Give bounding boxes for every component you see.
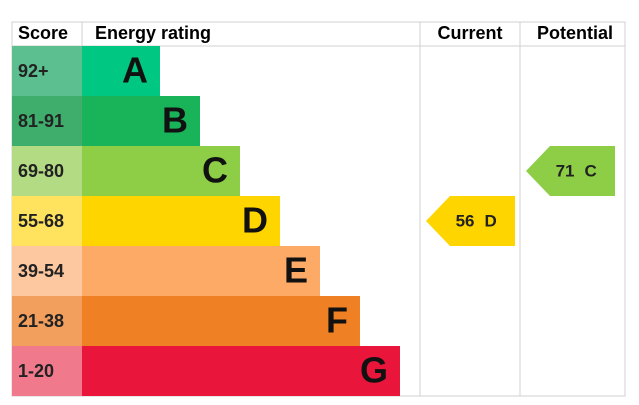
rating-bar bbox=[82, 346, 400, 396]
score-cell bbox=[12, 46, 82, 96]
rating-letter: D bbox=[242, 200, 268, 241]
score-label: 69-80 bbox=[18, 161, 64, 181]
rating-bar bbox=[82, 146, 240, 196]
potential-arrow bbox=[526, 146, 615, 196]
current-value: 56 bbox=[456, 211, 475, 230]
score-cell bbox=[12, 346, 82, 396]
score-label: 81-91 bbox=[18, 111, 64, 131]
score-cell bbox=[12, 246, 82, 296]
header-potential: Potential bbox=[537, 23, 613, 43]
rating-letter: E bbox=[284, 250, 308, 291]
rating-letter: G bbox=[360, 350, 388, 391]
rating-bar bbox=[82, 196, 280, 246]
header-current: Current bbox=[437, 23, 502, 43]
score-label: 92+ bbox=[18, 61, 49, 81]
score-label: 1-20 bbox=[18, 361, 54, 381]
score-label: 55-68 bbox=[18, 211, 64, 231]
rating-bar bbox=[82, 46, 160, 96]
score-cell bbox=[12, 96, 82, 146]
header-rating: Energy rating bbox=[95, 23, 211, 43]
potential-value: 71 bbox=[556, 161, 575, 180]
current-arrow bbox=[426, 196, 515, 246]
score-label: 21-38 bbox=[18, 311, 64, 331]
score-label: 39-54 bbox=[18, 261, 64, 281]
rating-letter: A bbox=[122, 50, 148, 91]
rating-bar bbox=[82, 296, 360, 346]
rating-bar bbox=[82, 96, 200, 146]
rating-bar bbox=[82, 246, 320, 296]
score-cell bbox=[12, 296, 82, 346]
score-cell bbox=[12, 196, 82, 246]
current-letter: D bbox=[485, 211, 497, 230]
header-score: Score bbox=[18, 23, 68, 43]
rating-letter: C bbox=[202, 150, 228, 191]
rating-letter: F bbox=[326, 300, 348, 341]
score-cell bbox=[12, 146, 82, 196]
rating-letter: B bbox=[162, 100, 188, 141]
potential-letter: C bbox=[585, 161, 597, 180]
